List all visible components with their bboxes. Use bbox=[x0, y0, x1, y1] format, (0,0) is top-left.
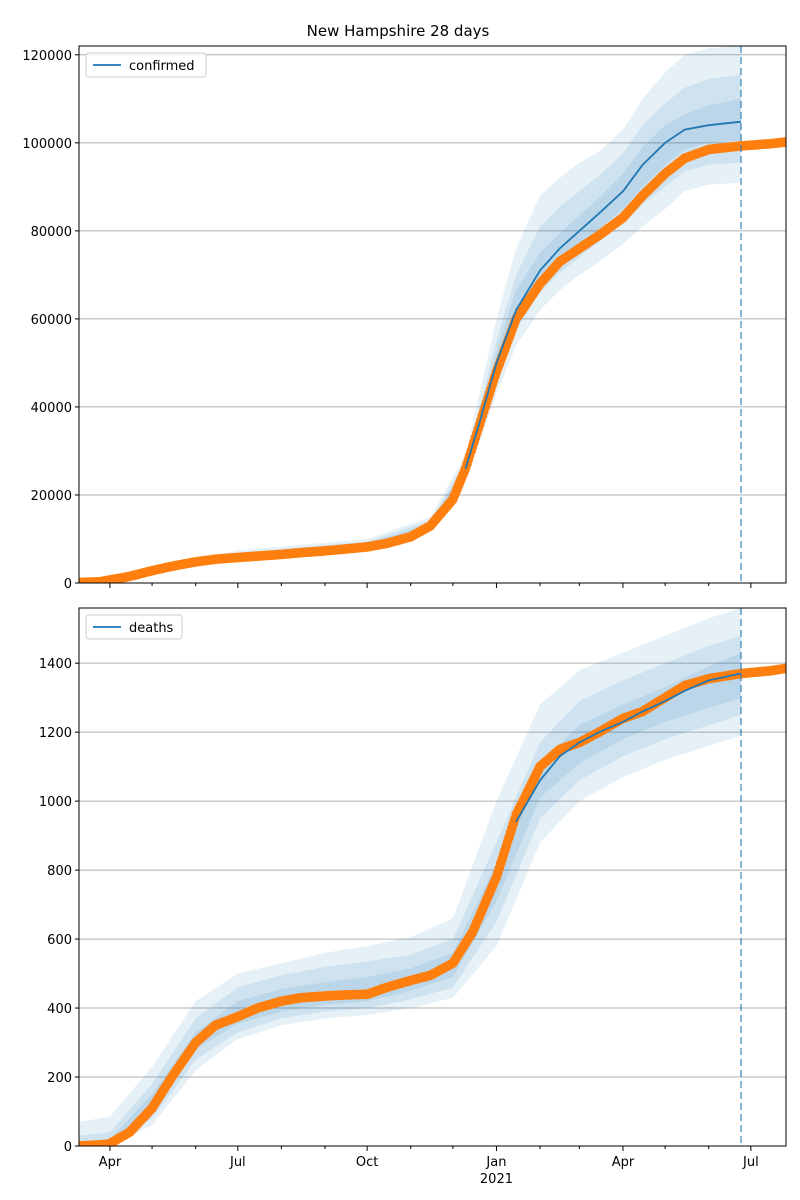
y-tick-label: 80000 bbox=[31, 225, 72, 240]
x-tick-label: Jan bbox=[485, 1155, 506, 1170]
confirmed-panel: 0 20000 40000 60000 80000 100000 120000 confirm… bbox=[22, 45, 787, 592]
confidence-band bbox=[79, 652, 741, 1146]
chart-title: New Hampshire 28 days bbox=[307, 22, 490, 40]
legend-label: confirmed bbox=[129, 59, 195, 74]
x-tick-label: Apr bbox=[99, 1155, 122, 1170]
y-tick-label: 120000 bbox=[22, 49, 72, 64]
legend-box bbox=[85, 52, 207, 78]
y-tick-label: 1200 bbox=[39, 726, 72, 741]
plot-area bbox=[79, 46, 786, 583]
observed-series bbox=[79, 663, 786, 1146]
observed-point bbox=[781, 663, 786, 674]
deaths-panel: 0 200 400 600 800 1000 1200 1400 deaths bbox=[39, 607, 787, 1155]
y-tick-label: 0 bbox=[64, 577, 72, 592]
x-tick-label: Oct bbox=[356, 1155, 378, 1170]
confidence-band bbox=[79, 74, 741, 583]
y-tick-label: 100000 bbox=[22, 137, 72, 152]
x-tick-label: Jul bbox=[742, 1155, 759, 1170]
observed-series bbox=[79, 137, 786, 583]
confidence-band bbox=[79, 46, 741, 583]
y-tick-label: 20000 bbox=[31, 489, 72, 504]
x-tick-label: Jul bbox=[229, 1155, 246, 1170]
legend-box bbox=[85, 614, 183, 640]
confidence-band bbox=[79, 98, 741, 583]
legend-label: deaths bbox=[129, 621, 174, 636]
model-line bbox=[464, 120, 742, 469]
model-line bbox=[515, 672, 742, 823]
axes-frame bbox=[78, 607, 787, 1147]
shared-x-axis: Apr Jul Oct Jan Apr Jul 2021 bbox=[99, 1155, 759, 1187]
y-tick-label: 60000 bbox=[31, 313, 72, 328]
y-tick-label: 400 bbox=[47, 1002, 72, 1017]
y-tick-label: 1400 bbox=[39, 657, 72, 672]
y-tick-label: 1000 bbox=[39, 795, 72, 810]
y-tick-label: 800 bbox=[47, 864, 72, 879]
y-tick-label: 600 bbox=[47, 933, 72, 948]
y-tick-label: 0 bbox=[64, 1140, 72, 1155]
legend: confirmed bbox=[85, 52, 207, 78]
y-tick-label: 40000 bbox=[31, 401, 72, 416]
axes-frame bbox=[78, 45, 787, 584]
x-year-label: 2021 bbox=[480, 1172, 513, 1187]
y-tick-label: 200 bbox=[47, 1071, 72, 1086]
plot-area bbox=[79, 608, 786, 1146]
x-tick-label: Apr bbox=[612, 1155, 635, 1170]
legend: deaths bbox=[85, 614, 183, 640]
observed-point bbox=[781, 137, 786, 147]
